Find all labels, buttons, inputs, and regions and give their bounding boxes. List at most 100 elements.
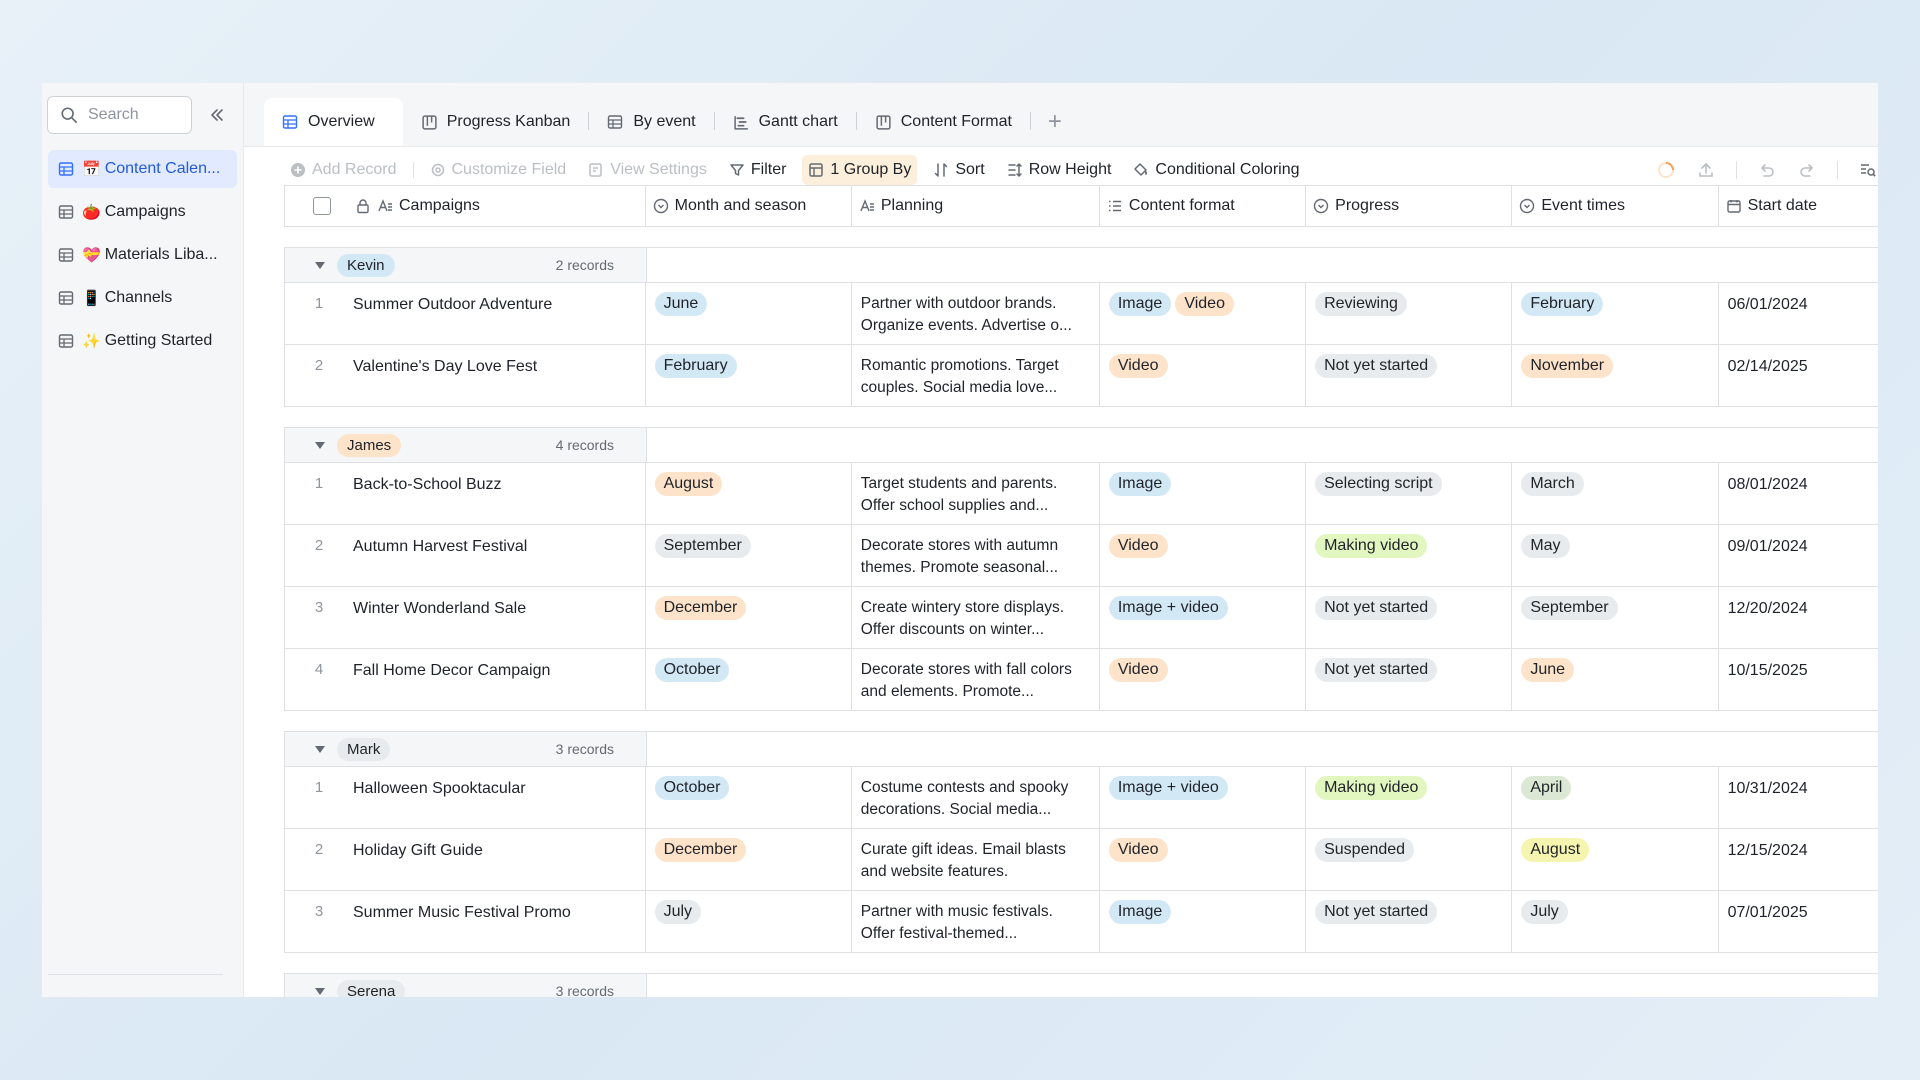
campaign-cell[interactable]: 2 Holiday Gift Guide [285, 829, 646, 890]
content-format-cell[interactable]: Video [1100, 829, 1307, 890]
sidebar-item-2[interactable]: 🍅 Campaigns [48, 193, 237, 231]
planning-cell[interactable]: Target students and parents. Offer schoo… [852, 463, 1100, 524]
progress-cell[interactable]: Not yet started [1306, 891, 1513, 952]
group-header[interactable]: James 4 records [284, 427, 1878, 463]
event-times-cell[interactable]: November [1512, 345, 1719, 406]
customize-field-button[interactable]: Customize Field [424, 155, 573, 185]
campaign-cell[interactable]: 3 Winter Wonderland Sale [285, 587, 646, 648]
tab-content-format[interactable]: Content Format [857, 98, 1030, 146]
start-date-cell[interactable]: 10/15/2025 [1719, 649, 1878, 710]
campaign-cell[interactable]: 2 Valentine's Day Love Fest [285, 345, 646, 406]
planning-cell[interactable]: Costume contests and spooky decorations.… [852, 767, 1100, 828]
progress-cell[interactable]: Making video [1306, 525, 1513, 586]
campaign-cell[interactable]: 1 Summer Outdoor Adventure [285, 283, 646, 344]
tab-progress-kanban[interactable]: Progress Kanban [403, 98, 589, 146]
table-row[interactable]: 3 Summer Music Festival Promo July Partner … [284, 891, 1878, 953]
undo-icon[interactable] [1757, 160, 1777, 180]
sidebar-item-1[interactable]: 📅 Content Calen... [48, 150, 237, 188]
start-date-cell[interactable]: 06/01/2024 [1719, 283, 1878, 344]
sort-button[interactable]: Sort [927, 155, 990, 185]
content-format-cell[interactable]: Video [1100, 649, 1307, 710]
column-header-campaigns[interactable]: Campaigns [285, 186, 646, 226]
event-times-cell[interactable]: July [1512, 891, 1719, 952]
planning-cell[interactable]: Partner with outdoor brands. Organize ev… [852, 283, 1100, 344]
column-header-month-and-season[interactable]: Month and season [646, 186, 852, 226]
progress-cell[interactable]: Making video [1306, 767, 1513, 828]
campaign-cell[interactable]: 1 Halloween Spooktacular [285, 767, 646, 828]
row-height-button[interactable]: Row Height [1001, 155, 1118, 185]
group-header[interactable]: Kevin 2 records [284, 247, 1878, 283]
tab-overview[interactable]: Overview [264, 98, 403, 146]
start-date-cell[interactable]: 12/20/2024 [1719, 587, 1878, 648]
tab-by-event[interactable]: By event [589, 98, 713, 146]
chevron-down-icon[interactable] [315, 261, 325, 269]
group-header[interactable]: Serena 3 records [284, 973, 1878, 997]
event-times-cell[interactable]: February [1512, 283, 1719, 344]
chevron-down-icon[interactable] [315, 745, 325, 753]
month-cell[interactable]: December [646, 829, 852, 890]
table-row[interactable]: 1 Halloween Spooktacular October Costume co… [284, 767, 1878, 829]
start-date-cell[interactable]: 07/01/2025 [1719, 891, 1878, 952]
progress-cell[interactable]: Suspended [1306, 829, 1513, 890]
month-cell[interactable]: February [646, 345, 852, 406]
content-format-cell[interactable]: Image + video [1100, 587, 1307, 648]
column-header-event-times[interactable]: Event times [1512, 186, 1719, 226]
content-format-cell[interactable]: Image + video [1100, 767, 1307, 828]
campaign-cell[interactable]: 1 Back-to-School Buzz [285, 463, 646, 524]
chevron-down-icon[interactable] [315, 987, 325, 995]
search-records-icon[interactable] [1858, 160, 1878, 180]
planning-cell[interactable]: Decorate stores with fall colors and ele… [852, 649, 1100, 710]
planning-cell[interactable]: Create wintery store displays. Offer dis… [852, 587, 1100, 648]
table-row[interactable]: 2 Holiday Gift Guide December Curate gift i… [284, 829, 1878, 891]
event-times-cell[interactable]: March [1512, 463, 1719, 524]
progress-cell[interactable]: Not yet started [1306, 587, 1513, 648]
search-input[interactable]: Search [47, 96, 192, 134]
table-row[interactable]: 3 Winter Wonderland Sale December Create wi… [284, 587, 1878, 649]
column-header-start-date[interactable]: Start date [1719, 186, 1878, 226]
filter-button[interactable]: Filter [723, 155, 793, 185]
table-row[interactable]: 1 Summer Outdoor Adventure June Partner wit… [284, 283, 1878, 345]
content-format-cell[interactable]: Video [1100, 525, 1307, 586]
month-cell[interactable]: October [646, 767, 852, 828]
progress-cell[interactable]: Reviewing [1306, 283, 1513, 344]
column-header-planning[interactable]: Planning [852, 186, 1100, 226]
planning-cell[interactable]: Partner with music festivals. Offer fest… [852, 891, 1100, 952]
planning-cell[interactable]: Romantic promotions. Target couples. Soc… [852, 345, 1100, 406]
progress-cell[interactable]: Not yet started [1306, 345, 1513, 406]
chevron-down-icon[interactable] [315, 441, 325, 449]
sidebar-item-4[interactable]: 📱 Channels [48, 279, 237, 317]
content-format-cell[interactable]: Image [1100, 891, 1307, 952]
add-view-button[interactable]: + [1047, 108, 1062, 135]
month-cell[interactable]: July [646, 891, 852, 952]
month-cell[interactable]: October [646, 649, 852, 710]
conditional-coloring-button[interactable]: Conditional Coloring [1127, 155, 1305, 185]
progress-cell[interactable]: Selecting script [1306, 463, 1513, 524]
event-times-cell[interactable]: August [1512, 829, 1719, 890]
add-record-button[interactable]: Add Record [284, 155, 403, 185]
progress-cell[interactable]: Not yet started [1306, 649, 1513, 710]
start-date-cell[interactable]: 12/15/2024 [1719, 829, 1878, 890]
column-header-content-format[interactable]: Content format [1100, 186, 1307, 226]
planning-cell[interactable]: Decorate stores with autumn themes. Prom… [852, 525, 1100, 586]
campaign-cell[interactable]: 2 Autumn Harvest Festival [285, 525, 646, 586]
table-row[interactable]: 2 Autumn Harvest Festival September Decorat… [284, 525, 1878, 587]
start-date-cell[interactable]: 09/01/2024 [1719, 525, 1878, 586]
view-settings-button[interactable]: View Settings [582, 155, 713, 185]
group-by-button[interactable]: 1 Group By [802, 155, 918, 185]
sidebar-item-3[interactable]: 💝 Materials Liba... [48, 236, 237, 274]
group-header[interactable]: Mark 3 records [284, 731, 1878, 767]
content-format-cell[interactable]: Video [1100, 345, 1307, 406]
start-date-cell[interactable]: 10/31/2024 [1719, 767, 1878, 828]
select-all-checkbox[interactable] [313, 197, 331, 215]
start-date-cell[interactable]: 02/14/2025 [1719, 345, 1878, 406]
content-format-cell[interactable]: Image [1100, 463, 1307, 524]
redo-icon[interactable] [1797, 160, 1817, 180]
event-times-cell[interactable]: June [1512, 649, 1719, 710]
content-format-cell[interactable]: Image Video [1100, 283, 1307, 344]
table-row[interactable]: 4 Fall Home Decor Campaign October Decorate… [284, 649, 1878, 711]
campaign-cell[interactable]: 3 Summer Music Festival Promo [285, 891, 646, 952]
event-times-cell[interactable]: May [1512, 525, 1719, 586]
table-row[interactable]: 2 Valentine's Day Love Fest February Romant… [284, 345, 1878, 407]
planning-cell[interactable]: Curate gift ideas. Email blasts and webs… [852, 829, 1100, 890]
collapse-sidebar-button[interactable] [206, 104, 228, 126]
